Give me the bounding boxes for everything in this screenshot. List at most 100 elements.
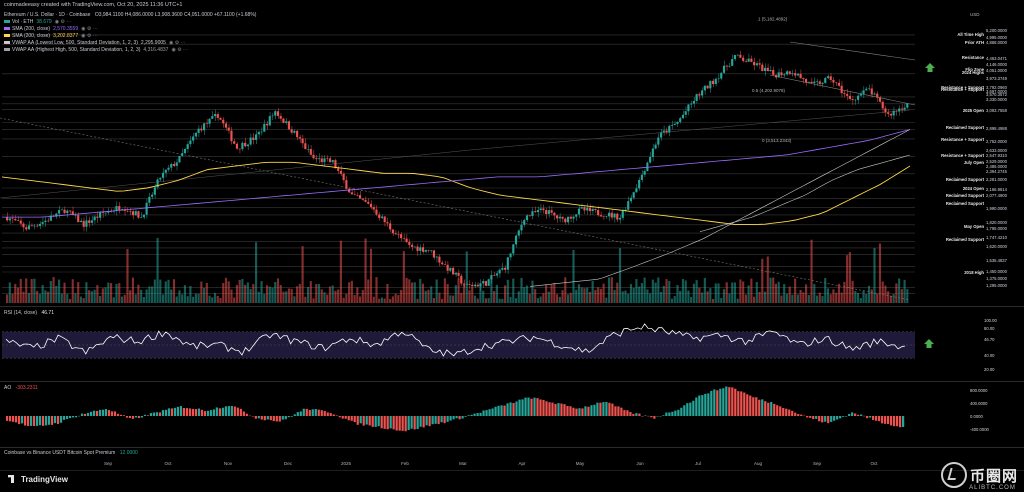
candle [755, 63, 758, 66]
candle [224, 123, 228, 128]
candle [534, 211, 537, 213]
indicator-controls-icon[interactable]: ◉ ⚙ ⋯ [81, 26, 98, 32]
ao-bar [821, 416, 824, 423]
volume-bar [339, 240, 342, 303]
pane-divider[interactable] [0, 447, 1024, 448]
candle [331, 160, 334, 163]
candle [602, 216, 605, 218]
candle [263, 123, 266, 132]
price-tick-label: 1,450.0000 [986, 269, 1008, 274]
candle [159, 177, 162, 180]
candle [531, 211, 534, 216]
volume-bar [867, 285, 871, 303]
volume-bar [317, 284, 321, 303]
trendline [469, 109, 911, 151]
candle [687, 104, 690, 112]
volume-bar [517, 291, 520, 303]
ao-bar [299, 411, 302, 416]
footer-bar [0, 470, 1024, 492]
candle [490, 275, 493, 280]
volume-bar [432, 298, 436, 303]
volume-bar [172, 279, 176, 303]
candle [673, 123, 676, 126]
volume-bar [224, 277, 228, 303]
candle [482, 281, 485, 284]
indicator-controls-icon[interactable]: ◉ ⚙ ⋯ [168, 40, 186, 46]
indicator-swatch [4, 41, 10, 45]
ao-bar [896, 416, 899, 427]
volume-bar [556, 294, 559, 303]
indicator-controls-icon[interactable]: ◉ ⚙ ⋯ [171, 47, 189, 53]
pane-divider[interactable] [0, 306, 1024, 307]
indicator-swatch [4, 27, 10, 31]
candle [583, 207, 586, 211]
ao-bar [263, 416, 266, 421]
volume-bar [298, 283, 301, 303]
symbol-row: Ethereum / U.S. Dollar · 1D · Coinbase O… [4, 12, 256, 19]
time-axis-label: Mar [459, 461, 467, 466]
volume-bar [44, 290, 47, 303]
symbol-title[interactable]: Ethereum / U.S. Dollar · 1D · Coinbase [4, 12, 91, 18]
candle [665, 130, 668, 133]
ao-bar [371, 416, 374, 427]
candle [761, 64, 764, 72]
volume-bar [378, 298, 381, 303]
volume-bar [19, 278, 22, 303]
candle [22, 223, 25, 228]
indicator-controls-icon[interactable]: ◉ ⚙ ⋯ [54, 19, 72, 25]
candle [326, 158, 329, 159]
indicator-row[interactable]: SMA (200, close) 2,570.3559 ◉ ⚙ ⋯ [4, 26, 256, 33]
ao-bar [554, 403, 557, 416]
chart-canvas[interactable]: 1 (5,182.4892) 0.5 (4,202.9078) 0 (3,513.2… [0, 0, 1024, 470]
ao-bar [578, 408, 581, 416]
ao-bar [494, 406, 497, 416]
volume-bar [30, 279, 33, 303]
volume-bar [826, 288, 830, 303]
indicator-row[interactable]: SMA (200, close) 3,202.8377 ◉ ⚙ ⋯ [4, 33, 256, 40]
volume-bar [320, 289, 323, 303]
candle [107, 211, 110, 213]
ao-bar [80, 413, 84, 416]
level-label: 2018 High [964, 270, 984, 275]
volume-bar [900, 289, 903, 303]
candle [835, 82, 838, 84]
indicator-row[interactable]: VWAP AA (Highest High, 500, Standard Dev… [4, 47, 256, 54]
ao-bar [662, 415, 665, 416]
ao-bar [134, 416, 138, 418]
indicator-row[interactable]: Vol · ETH 38.679 ◉ ⚙ ⋯ [4, 19, 256, 26]
tradingview-logo[interactable]: TradingView [8, 475, 68, 484]
volume-bar [71, 279, 74, 303]
volume-bar [558, 296, 561, 303]
sma-200-line [1, 161, 911, 225]
volume-bar [101, 288, 104, 303]
ao-bar [545, 401, 548, 416]
volume-bar [164, 281, 167, 303]
volume-bar [126, 248, 129, 303]
ao-bar [773, 403, 776, 416]
volume-bar [742, 281, 745, 303]
ao-bar [716, 390, 719, 416]
volume-bar [99, 296, 102, 303]
volume-bar [63, 282, 66, 303]
chart-legend: Ethereum / U.S. Dollar · 1D · Coinbase O… [4, 12, 256, 54]
candle [763, 67, 767, 72]
candle [545, 210, 548, 214]
ao-bar [875, 416, 878, 421]
candle [307, 149, 310, 150]
volume-bar [66, 293, 69, 303]
ao-bar [881, 416, 884, 424]
ao-bar [401, 416, 404, 431]
indicator-controls-icon[interactable]: ◉ ⚙ ⋯ [81, 33, 98, 39]
pane-divider[interactable] [0, 381, 1024, 382]
indicator-label: VWAP AA (Highest High, 500, Standard Dev… [12, 47, 141, 53]
ao-bar [701, 395, 704, 416]
indicator-label: SMA (200, close) [12, 26, 51, 32]
candle [82, 220, 85, 227]
indicator-row[interactable]: VWAP AA (Lowest Low, 500, Standard Devia… [4, 40, 256, 47]
volume-bar [553, 282, 556, 303]
candle [468, 284, 471, 285]
candle [367, 201, 370, 204]
volume-bar [443, 278, 446, 303]
volume-bar [235, 284, 238, 303]
ao-bar [98, 409, 102, 416]
